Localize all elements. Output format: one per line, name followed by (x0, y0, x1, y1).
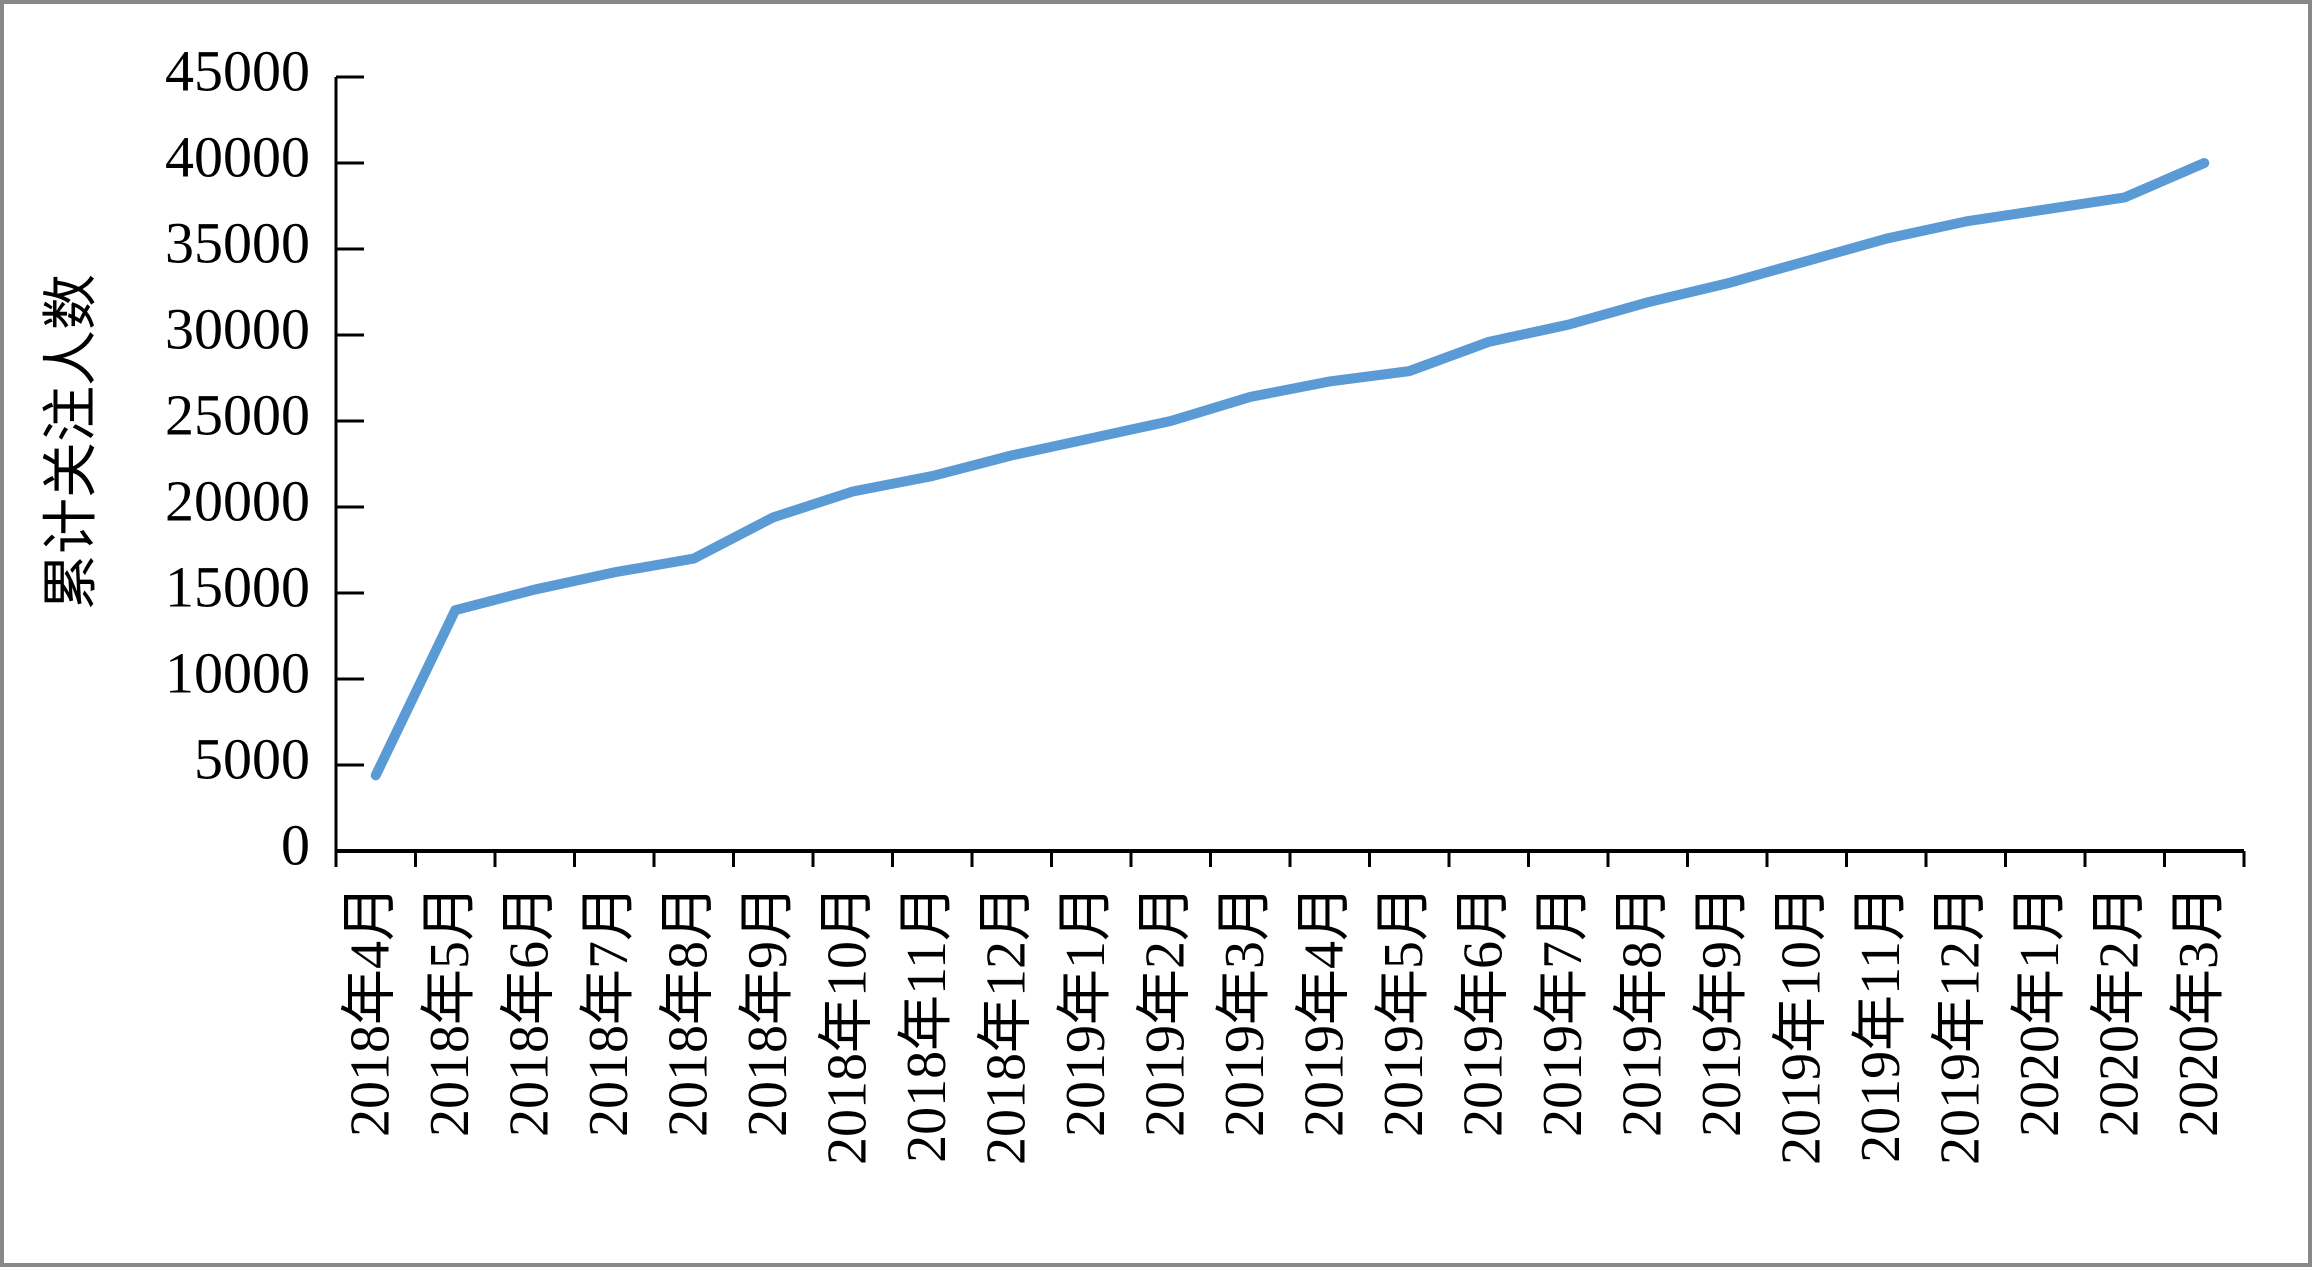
y-tick-label: 0 (281, 812, 310, 877)
x-tick-label: 2018年12月 (976, 885, 1038, 1165)
x-tick-label: 2019年12月 (1930, 885, 1992, 1165)
x-tick-label: 2018年8月 (658, 885, 720, 1137)
x-tick-label: 2019年5月 (1373, 885, 1435, 1137)
x-tick-label: 2019年6月 (1453, 885, 1515, 1137)
x-tick-label: 2019年3月 (1214, 885, 1276, 1137)
x-tick-label: 2018年11月 (896, 885, 958, 1163)
x-tick-label: 2020年3月 (2168, 885, 2230, 1137)
x-tick-label: 2018年10月 (817, 885, 879, 1165)
x-tick-label: 2018年9月 (737, 885, 799, 1137)
y-tick-label: 35000 (165, 210, 310, 275)
x-tick-label: 2020年1月 (2009, 885, 2071, 1137)
x-tick-label: 2018年5月 (419, 885, 481, 1137)
x-tick-label: 2018年6月 (499, 885, 561, 1137)
y-tick-label: 40000 (165, 124, 310, 189)
x-tick-label: 2019年7月 (1532, 885, 1594, 1137)
x-tick-label: 2019年2月 (1135, 885, 1197, 1137)
y-tick-label: 10000 (165, 640, 310, 705)
x-tick-label: 2019年1月 (1055, 885, 1117, 1137)
y-tick-label: 30000 (165, 296, 310, 361)
x-tick-label: 2019年9月 (1691, 885, 1753, 1137)
y-tick-label: 45000 (165, 38, 310, 103)
x-tick-label: 2018年4月 (340, 885, 402, 1137)
y-tick-label: 25000 (165, 382, 310, 447)
x-tick-label: 2018年7月 (578, 885, 640, 1137)
y-tick-label: 5000 (194, 726, 310, 791)
data-line (370, 158, 2210, 781)
x-tick-label: 2020年2月 (2089, 885, 2151, 1137)
y-tick-label: 20000 (165, 468, 310, 533)
x-tick-label: 2019年4月 (1294, 885, 1356, 1137)
y-axis-title: 累计关注人数 (41, 274, 103, 610)
y-tick-label: 15000 (165, 554, 310, 619)
x-tick-label: 2019年8月 (1612, 885, 1674, 1137)
x-tick-label: 2019年10月 (1771, 885, 1833, 1165)
x-tick-label: 2019年11月 (1850, 885, 1912, 1163)
